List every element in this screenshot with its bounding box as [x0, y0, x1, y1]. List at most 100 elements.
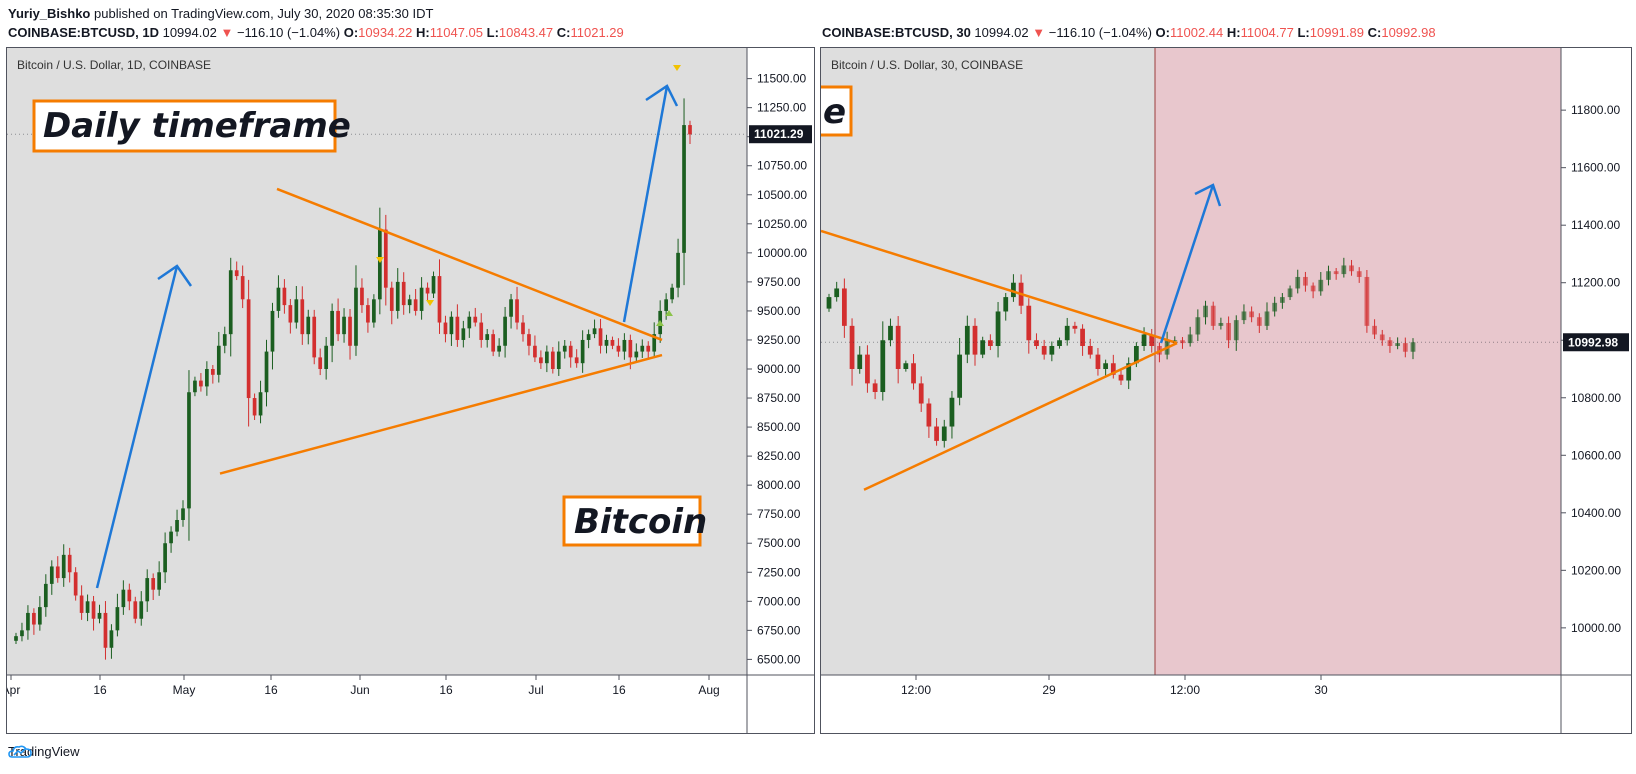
- candle-body: [20, 630, 24, 637]
- open-value: 11002.44: [1169, 25, 1224, 40]
- tradingview-logo-icon: [8, 745, 32, 758]
- signal-marker-icon: [426, 300, 434, 306]
- y-tick-label: 9750.00: [757, 275, 801, 289]
- candle-body: [622, 339, 627, 352]
- candle-body: [306, 316, 311, 335]
- arrow-head-icon: [1194, 183, 1222, 207]
- projection-arrow[interactable]: [1159, 184, 1215, 344]
- x-tick-label: Jul: [528, 683, 543, 697]
- candle-body: [407, 299, 412, 306]
- candle-body: [1133, 345, 1139, 364]
- candle-body: [419, 287, 424, 311]
- triangle-lower-line[interactable]: [219, 353, 663, 475]
- y-tick-label: 7250.00: [757, 565, 801, 579]
- triangle-upper-line[interactable]: [821, 229, 1178, 345]
- down-arrow-icon: ▼: [1032, 25, 1046, 40]
- candle-body: [377, 229, 382, 300]
- y-tick-label: 10000.00: [1571, 621, 1621, 635]
- y-tick-label: 8000.00: [757, 478, 801, 492]
- candle-body: [688, 125, 692, 135]
- candle-body: [193, 380, 197, 393]
- candle-body: [1064, 325, 1070, 341]
- intraday-chart-svg[interactable]: 11800.0011600.0011400.0011200.0011000.00…: [821, 48, 1631, 733]
- open-label: O:: [343, 25, 359, 40]
- candle-body: [1295, 276, 1301, 289]
- candle-body: [1003, 297, 1009, 312]
- candle-body: [497, 345, 501, 352]
- candle-body: [1087, 345, 1093, 355]
- candle-body: [425, 287, 430, 294]
- impulse-arrow-1[interactable]: [95, 265, 179, 589]
- candle-body: [14, 636, 18, 641]
- candle-body: [300, 299, 305, 335]
- author-name[interactable]: Yuriy_Bishko: [8, 6, 91, 21]
- price-axis-background: [1561, 48, 1631, 733]
- y-tick-label: 10250.00: [757, 217, 807, 231]
- candle-body: [550, 351, 555, 369]
- candle-body: [826, 297, 832, 309]
- candle-body: [1272, 302, 1278, 312]
- candle-body: [503, 316, 507, 346]
- signal-marker-icon: [656, 320, 664, 326]
- bitcoin-box[interactable]: [562, 495, 702, 547]
- close-value: 10992.98: [1381, 25, 1436, 40]
- triangle-upper-line[interactable]: [276, 187, 663, 342]
- candle-body: [1279, 297, 1285, 303]
- signal-marker-icon: [665, 310, 673, 316]
- low-label: L:: [486, 25, 499, 40]
- candle-body: [1210, 305, 1216, 326]
- y-tick-label: 10600.00: [1571, 448, 1621, 462]
- candle-body: [580, 339, 585, 364]
- daily-chart-panel[interactable]: 11500.0011250.0011000.0010750.0010500.00…: [6, 47, 815, 734]
- chart-title: Bitcoin / U.S. Dollar, 1D, COINBASE: [17, 58, 211, 72]
- candle-body: [1180, 340, 1185, 344]
- candle-body: [628, 339, 633, 358]
- last-price-badge: [749, 125, 812, 144]
- tradingview-footer[interactable]: TradingView: [8, 744, 80, 759]
- triangle-lower-line[interactable]: [863, 341, 1178, 491]
- candle-body: [372, 299, 376, 323]
- candle-body: [652, 334, 657, 352]
- candle-body: [210, 369, 215, 375]
- candle-body: [880, 340, 886, 393]
- candle-body: [187, 392, 191, 509]
- candle-body: [926, 403, 932, 427]
- candle-body: [270, 310, 275, 352]
- candle-body: [443, 322, 448, 335]
- last-price: 10994.02: [974, 25, 1029, 40]
- close-label: C:: [1367, 25, 1382, 40]
- candle-body: [85, 601, 90, 613]
- impulse-arrow-2[interactable]: [622, 85, 669, 323]
- candle-body: [145, 578, 150, 602]
- candle-body: [181, 508, 185, 520]
- partial-annotation-box[interactable]: [821, 85, 853, 137]
- candle-body: [1402, 343, 1408, 352]
- daily-timeframe-box[interactable]: [32, 99, 337, 153]
- candle-body: [240, 276, 245, 300]
- candle-body: [834, 288, 840, 298]
- candle-body: [841, 288, 847, 326]
- high-label: H:: [416, 25, 430, 40]
- x-tick-label: Jun: [350, 683, 369, 697]
- candle-body: [1149, 334, 1155, 346]
- candle-body: [121, 589, 126, 608]
- candle-body: [1057, 340, 1062, 346]
- candle-body: [1141, 334, 1147, 346]
- candle-body: [949, 397, 955, 427]
- ohlc-bar-left: COINBASE:BTCUSD, 1D 10994.02 ▼ −116.10 (…: [8, 25, 624, 40]
- y-tick-label: 11800.00: [1571, 103, 1620, 117]
- symbol-label: COINBASE:BTCUSD, 30: [822, 25, 971, 40]
- y-tick-label: 6500.00: [757, 652, 801, 666]
- y-tick-label: 11200.00: [1571, 276, 1620, 290]
- candle-body: [294, 299, 299, 323]
- y-tick-label: 11400.00: [1571, 218, 1620, 232]
- candle-body: [366, 305, 370, 323]
- candle-body: [1187, 334, 1193, 344]
- candle-body: [849, 325, 855, 369]
- daily-chart-svg[interactable]: 11500.0011250.0011000.0010750.0010500.00…: [7, 48, 814, 733]
- candle-body: [509, 299, 513, 317]
- y-tick-label: 9000.00: [757, 362, 801, 376]
- candle-body: [1126, 363, 1132, 381]
- intraday-chart-panel[interactable]: 11800.0011600.0011400.0011200.0011000.00…: [820, 47, 1632, 734]
- candle-body: [157, 572, 161, 590]
